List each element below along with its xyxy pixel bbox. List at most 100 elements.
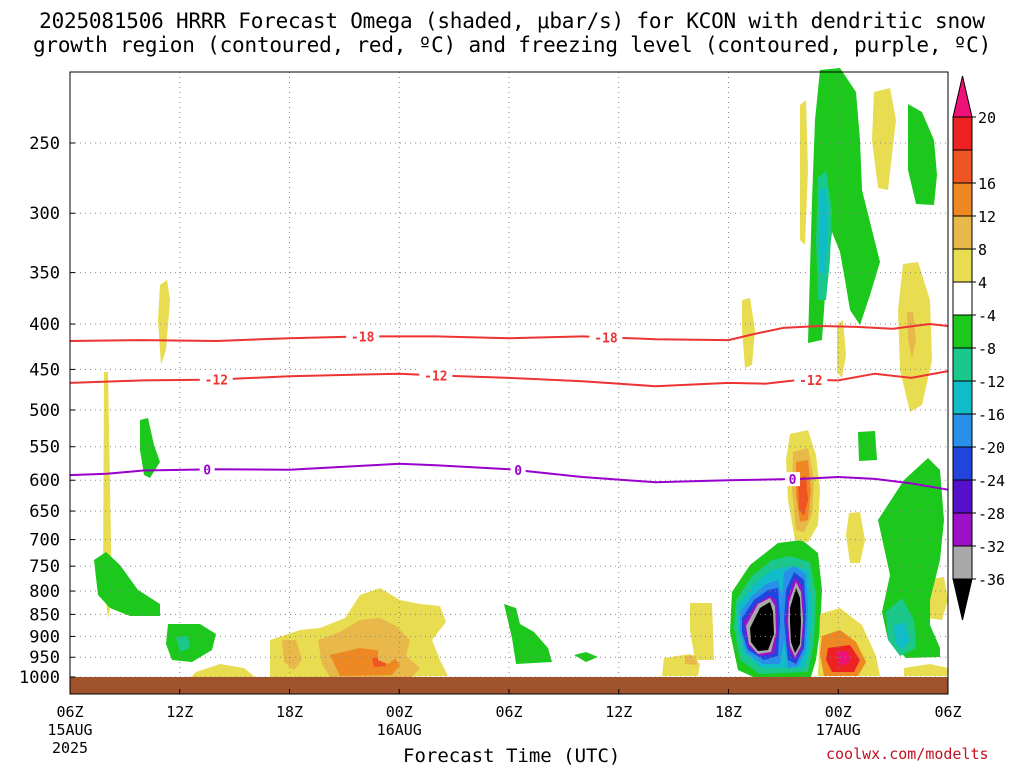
contour-label: 0 bbox=[203, 463, 211, 478]
x-tick-label: 06Z bbox=[495, 703, 522, 721]
omega-region bbox=[820, 188, 828, 275]
omega-region bbox=[858, 431, 877, 461]
y-tick-label: 850 bbox=[29, 605, 60, 625]
colorbar-label: -24 bbox=[978, 472, 1005, 490]
omega-region bbox=[908, 104, 937, 205]
colorbar-label: -12 bbox=[978, 373, 1005, 391]
x-tick-label: 06Z bbox=[934, 703, 961, 721]
x-tick-label: 00Z bbox=[386, 703, 413, 721]
contour-label: -12 bbox=[424, 369, 447, 384]
y-tick-label: 600 bbox=[29, 471, 60, 491]
x-tick-date: 15AUG bbox=[47, 721, 92, 739]
contour-label: -12 bbox=[799, 374, 822, 389]
contour-line bbox=[69, 462, 949, 491]
colorbar-swatch bbox=[952, 446, 973, 481]
contour-label-bg bbox=[199, 372, 233, 387]
omega-region bbox=[685, 655, 697, 665]
colorbar-arrow-bottom bbox=[952, 578, 973, 621]
y-tick-label: 450 bbox=[29, 360, 60, 380]
omega-region bbox=[750, 588, 801, 653]
colorbar-label: 4 bbox=[978, 274, 987, 292]
colorbar-label: -20 bbox=[978, 439, 1005, 457]
omega-region bbox=[504, 604, 552, 664]
y-tick-label: 1000 bbox=[19, 668, 60, 688]
colorbar-swatch bbox=[952, 116, 973, 151]
omega-region bbox=[742, 298, 755, 368]
omega-region bbox=[282, 640, 302, 670]
colorbar-swatch bbox=[952, 314, 973, 349]
colorbar-swatch bbox=[952, 281, 973, 316]
colorbar-label: 8 bbox=[978, 241, 987, 259]
contour-label-bg bbox=[589, 330, 623, 345]
x-tick-date: 17AUG bbox=[816, 721, 861, 739]
omega-region bbox=[798, 476, 808, 516]
contour-label: 0 bbox=[514, 464, 522, 479]
y-tick-label: 750 bbox=[29, 557, 60, 577]
contour-label: -18 bbox=[351, 330, 375, 345]
omega-region bbox=[378, 648, 396, 664]
colorbar-swatch bbox=[952, 380, 973, 415]
omega-colorbar: 20 16 12 8 4 -4 -8 -12 -16 -20 -24 -28 -32 -36 bbox=[952, 75, 1005, 621]
y-tick-label: 800 bbox=[29, 582, 60, 602]
x-tick-label: 00Z bbox=[825, 703, 852, 721]
contour-label-bg bbox=[199, 462, 215, 477]
omega-region bbox=[166, 624, 216, 662]
omega-region bbox=[94, 552, 160, 616]
contour-label-bg bbox=[794, 372, 828, 387]
x-tick-label: 18Z bbox=[276, 703, 303, 721]
colorbar-label: 16 bbox=[978, 175, 996, 193]
colorbar-label: -8 bbox=[978, 340, 996, 358]
omega-region bbox=[690, 603, 714, 660]
omega-region bbox=[872, 88, 896, 190]
y-tick-label: 350 bbox=[29, 264, 60, 284]
y-tick-label: 900 bbox=[29, 627, 60, 647]
omega-region bbox=[800, 100, 808, 245]
x-tick-date: 16AUG bbox=[377, 721, 422, 739]
y-tick-label: 650 bbox=[29, 502, 60, 522]
credit-link[interactable]: coolwx.com/modelts bbox=[826, 745, 989, 763]
colorbar-swatch bbox=[952, 545, 973, 580]
colorbar-label: -32 bbox=[978, 538, 1005, 556]
omega-shading bbox=[94, 68, 948, 680]
y-axis: 2503003504004505005506006507007508008509… bbox=[19, 134, 75, 688]
colorbar-label: -4 bbox=[978, 307, 996, 325]
omega-region bbox=[846, 512, 865, 563]
colorbar-swatch bbox=[952, 413, 973, 448]
contours: -18 -18 -12 -12 -12 0 0 0 bbox=[69, 322, 949, 491]
y-tick-label: 300 bbox=[29, 204, 60, 224]
colorbar-swatch bbox=[952, 512, 973, 547]
contour-label-bg bbox=[510, 463, 526, 478]
omega-region bbox=[907, 312, 916, 358]
x-tick-label: 12Z bbox=[605, 703, 632, 721]
omega-region bbox=[836, 651, 850, 666]
colorbar-label: -28 bbox=[978, 505, 1005, 523]
chart-title-line2: growth region (contoured, red, ºC) and f… bbox=[32, 33, 992, 57]
y-tick-label: 950 bbox=[29, 648, 60, 668]
omega-region bbox=[140, 418, 160, 478]
y-tick-label: 500 bbox=[29, 401, 60, 421]
contour-label-bg bbox=[419, 368, 453, 383]
x-tick-label: 18Z bbox=[715, 703, 742, 721]
contour-label-bg bbox=[346, 329, 380, 344]
colorbar-swatch bbox=[952, 182, 973, 217]
omega-region bbox=[190, 664, 256, 678]
x-axis-title: Forecast Time (UTC) bbox=[403, 745, 621, 767]
y-tick-label: 250 bbox=[29, 134, 60, 154]
colorbar-swatch bbox=[952, 248, 973, 283]
colorbar-swatch bbox=[952, 347, 973, 382]
y-tick-label: 400 bbox=[29, 315, 60, 335]
omega-region bbox=[904, 664, 948, 676]
omega-region bbox=[894, 622, 910, 650]
colorbar-label: -16 bbox=[978, 406, 1005, 424]
colorbar-swatch bbox=[952, 149, 973, 184]
y-tick-label: 700 bbox=[29, 531, 60, 551]
colorbar-arrow-top bbox=[952, 75, 973, 118]
chart-title-line1: 2025081506 HRRR Forecast Omega (shaded, … bbox=[39, 9, 985, 33]
omega-region bbox=[158, 280, 170, 365]
contour-label: -18 bbox=[594, 331, 618, 346]
x-tick-label: 12Z bbox=[166, 703, 193, 721]
x-tick-year: 2025 bbox=[52, 739, 88, 757]
contour-label: 0 bbox=[789, 473, 797, 488]
